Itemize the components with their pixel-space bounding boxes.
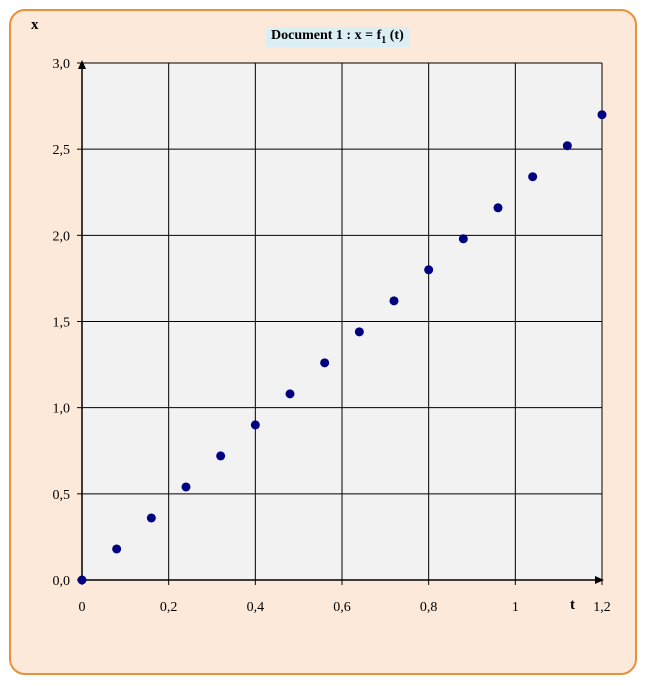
data-point (285, 389, 295, 399)
y-tick-label: 0,0 (53, 574, 71, 589)
data-point (424, 265, 434, 275)
gridlines (81, 62, 603, 581)
data-point (77, 575, 87, 585)
y-tick-label: 2,5 (53, 143, 71, 158)
chart-title-suffix: (t) (386, 28, 404, 43)
x-tick-label: 0 (79, 600, 86, 615)
data-point (320, 358, 330, 368)
x-axis-arrow (595, 576, 604, 584)
data-point (597, 110, 607, 120)
x-axis-label: t (570, 597, 575, 613)
chart-title-subscript: 1 (381, 34, 387, 46)
x-tick-label: 1 (512, 600, 519, 615)
x-tick-label: 0,8 (420, 600, 438, 615)
data-points (77, 110, 607, 585)
x-tick-label: 1,2 (593, 600, 611, 615)
y-tick-label: 3,0 (53, 57, 71, 72)
data-point (528, 172, 538, 182)
y-tick-label: 1,0 (53, 402, 71, 417)
data-point (458, 234, 468, 244)
y-tick-label: 2,0 (53, 229, 71, 244)
data-point (354, 327, 364, 337)
data-point (216, 451, 226, 461)
y-tick-label: 1,5 (53, 316, 71, 331)
y-tick-labels: 0,0 0,5 1,0 1,5 2,0 2,5 3,0 (53, 57, 71, 589)
x-tick-labels: 0 0,2 0,4 0,6 0,8 1 1,2 (79, 600, 611, 615)
chart-title-main: Document 1 : x = f (271, 28, 382, 43)
chart-title: Document 1 : x = f1 (t) (266, 27, 409, 47)
data-point (181, 482, 191, 492)
data-point (493, 203, 503, 213)
data-point (389, 296, 399, 306)
x-tick-label: 0,4 (247, 600, 265, 615)
x-tick-label: 0,2 (160, 600, 178, 615)
y-tick-label: 0,5 (53, 488, 71, 503)
x-tick-label: 0,6 (333, 600, 351, 615)
y-axis-label: x (31, 17, 39, 33)
data-point (112, 544, 122, 554)
y-axis-arrow (78, 60, 86, 69)
data-point (562, 141, 572, 151)
data-point (250, 420, 260, 430)
axes (77, 60, 604, 585)
data-point (146, 513, 156, 523)
